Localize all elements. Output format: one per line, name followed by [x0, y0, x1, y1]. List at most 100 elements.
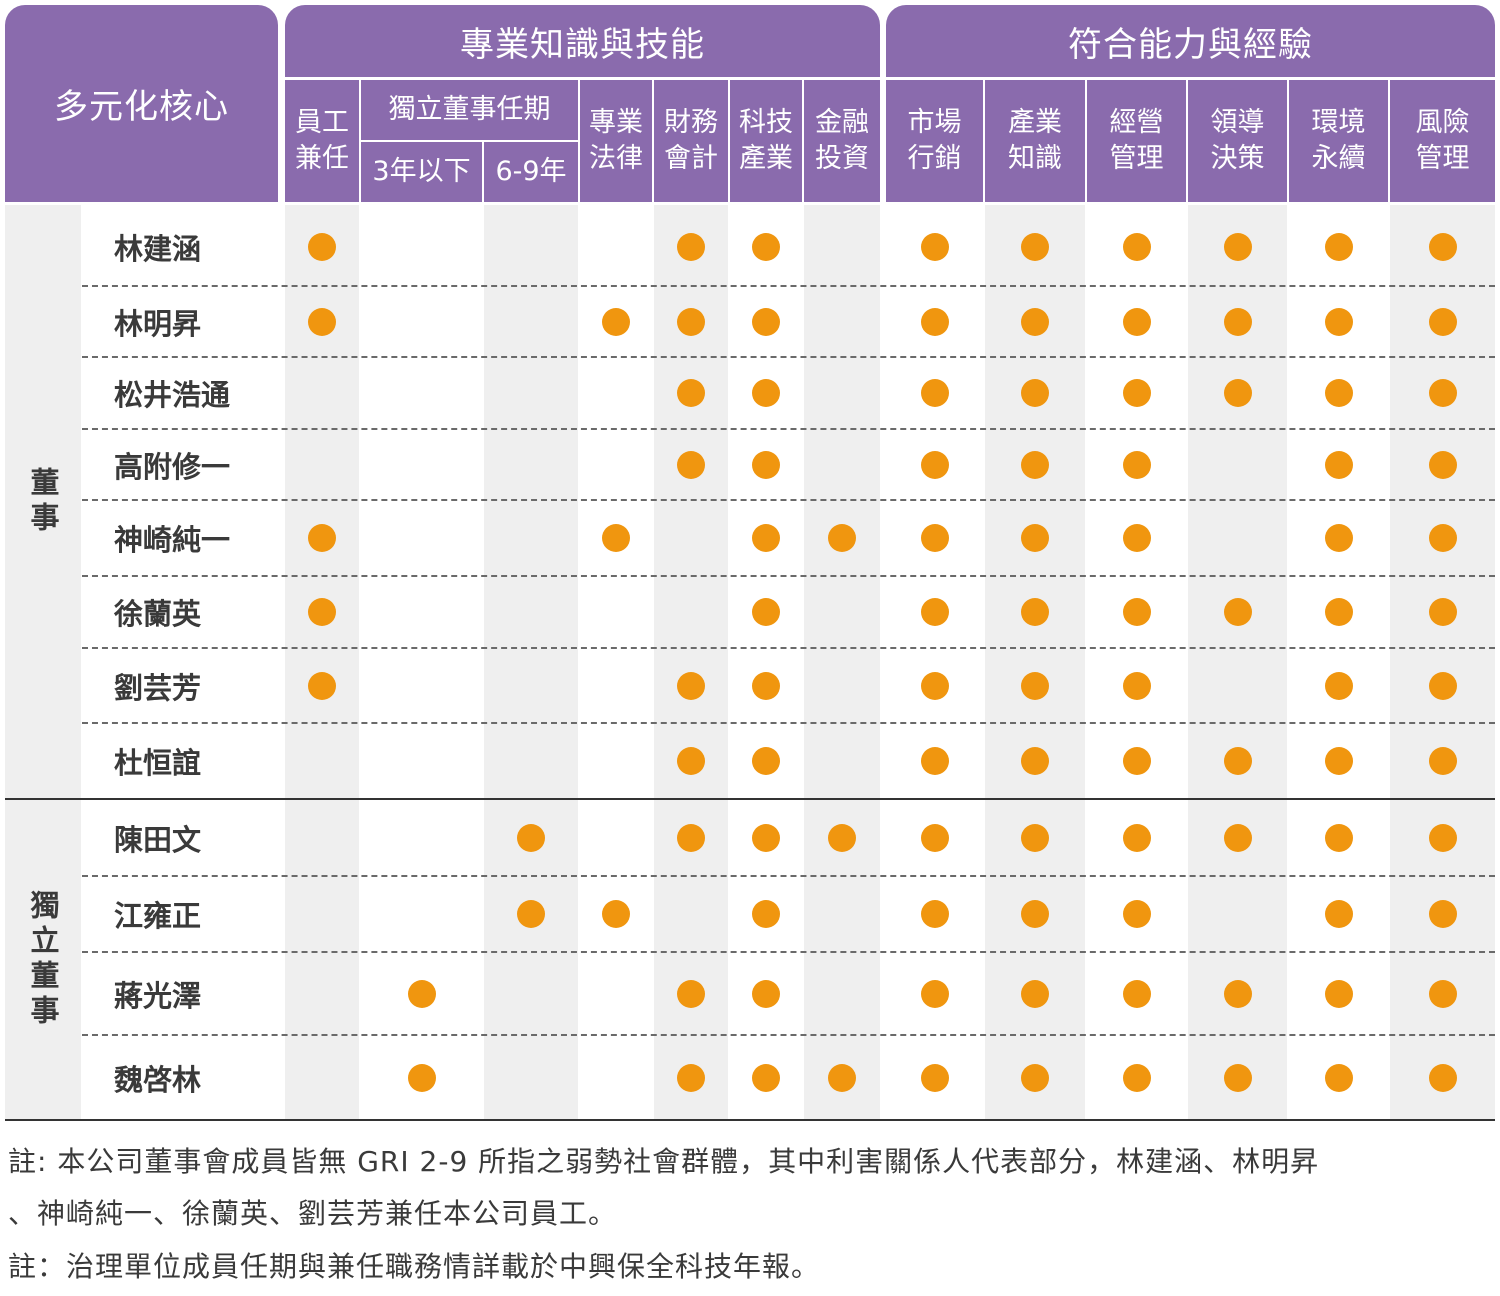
mark-dot [752, 900, 780, 928]
mark-dot [1021, 524, 1049, 552]
mark-dot [1223, 379, 1252, 407]
mark-dot [602, 900, 630, 928]
mark-dot [677, 671, 705, 700]
mark-dot [1122, 379, 1151, 407]
member-name: 松井浩通 [114, 378, 231, 412]
mark-dot [1324, 524, 1353, 552]
mark-dot [920, 671, 949, 700]
mark-dot [752, 747, 780, 775]
mark-dot [1223, 598, 1252, 626]
mark-dot [1324, 900, 1353, 928]
mark-dot [752, 979, 780, 1008]
mark-dot [1021, 823, 1049, 852]
row-divider [82, 1034, 1495, 1036]
mark-dot [407, 979, 436, 1008]
mark-dot [602, 524, 630, 552]
mark-dot [1324, 1063, 1353, 1092]
mark-dot [920, 1063, 949, 1092]
mark-dot [1428, 1063, 1457, 1092]
member-name: 江雍正 [114, 899, 202, 933]
member-name: 林明昇 [114, 306, 202, 341]
ability-group-label: 符合能力與經驗 [1068, 24, 1313, 65]
row-divider [82, 875, 1495, 877]
mark-dot [920, 524, 949, 552]
mark-dot [920, 747, 949, 775]
mark-dot [308, 307, 336, 336]
mark-dot [308, 598, 336, 626]
mark-dot [1428, 823, 1457, 852]
mark-dot [308, 232, 336, 261]
mark-dot [1122, 598, 1151, 626]
mark-dot [920, 232, 949, 261]
mark-dot [1223, 232, 1252, 261]
member-name: 高附修一 [114, 449, 231, 484]
note-line-2: 、神崎純一、徐蘭英、劉芸芳兼任本公司員工。 [8, 1197, 618, 1230]
mark-dot [308, 524, 336, 552]
mark-dot [1122, 747, 1151, 775]
mark-dot [1021, 900, 1049, 928]
column-header-3: 6-9年 [484, 142, 578, 202]
mark-dot [1428, 671, 1457, 700]
mark-dot [677, 823, 705, 852]
column-shade [484, 205, 578, 1119]
mark-dot [828, 1063, 856, 1092]
column-header-7: 金融 投資 [804, 80, 880, 202]
mark-dot [1428, 900, 1457, 928]
column-header-10: 經營 管理 [1087, 80, 1186, 202]
mark-dot [1428, 524, 1457, 552]
mark-dot [1021, 598, 1049, 626]
mark-dot [828, 823, 856, 852]
mark-dot [677, 232, 705, 261]
row-divider [82, 722, 1495, 724]
mark-dot [1324, 671, 1353, 700]
mark-dot [1223, 823, 1252, 852]
group-divider [5, 798, 1495, 800]
member-name: 杜恒誼 [114, 746, 202, 780]
mark-dot [920, 823, 949, 852]
mark-dot [1122, 524, 1151, 552]
mark-dot [517, 823, 545, 852]
column-header-8: 市場 行銷 [886, 80, 983, 202]
column-header-12: 環境 永續 [1289, 80, 1388, 202]
row-divider [82, 356, 1495, 358]
mark-dot [920, 979, 949, 1008]
row-divider [82, 499, 1495, 501]
mark-dot [920, 598, 949, 626]
column-header-2: 3年以下 [361, 142, 482, 202]
mark-dot [920, 379, 949, 407]
column-shade [804, 205, 880, 1119]
mark-dot [1122, 1063, 1151, 1092]
member-name: 林建涵 [114, 231, 202, 266]
column-header-11: 領導 決策 [1188, 80, 1287, 202]
mark-dot [1428, 747, 1457, 775]
professional-group-header: 專業知識與技能 [285, 5, 880, 77]
member-name: 蔣光澤 [114, 978, 202, 1013]
mark-dot [677, 307, 705, 336]
table-bottom-rule [5, 1119, 1495, 1121]
member-name: 劉芸芳 [114, 670, 202, 705]
column-header-5: 財務 會計 [654, 80, 728, 202]
mark-dot [1021, 747, 1049, 775]
tenure-group-header: 獨立董事任期 [361, 80, 578, 140]
column-shade [285, 205, 359, 1119]
column-header-4: 專業 法律 [580, 80, 652, 202]
row-divider [82, 575, 1495, 577]
mark-dot [677, 747, 705, 775]
mark-dot [677, 379, 705, 407]
mark-dot [1021, 232, 1049, 261]
note-line-1: 註: 本公司董事會成員皆無 GRI 2-9 所指之弱勢社會群體，其中利害關係人代… [8, 1145, 1320, 1178]
mark-dot [828, 524, 856, 552]
mark-dot [1122, 900, 1151, 928]
column-header-13: 風險 管理 [1390, 80, 1495, 202]
column-header-9: 產業 知識 [985, 80, 1085, 202]
mark-dot [1223, 307, 1252, 336]
mark-dot [1428, 979, 1457, 1008]
mark-dot [1223, 747, 1252, 775]
mark-dot [752, 379, 780, 407]
mark-dot [1021, 450, 1049, 479]
mark-dot [752, 671, 780, 700]
professional-group-label: 專業知識與技能 [460, 24, 705, 65]
member-name: 陳田文 [114, 822, 202, 857]
mark-dot [752, 823, 780, 852]
mark-dot [920, 307, 949, 336]
